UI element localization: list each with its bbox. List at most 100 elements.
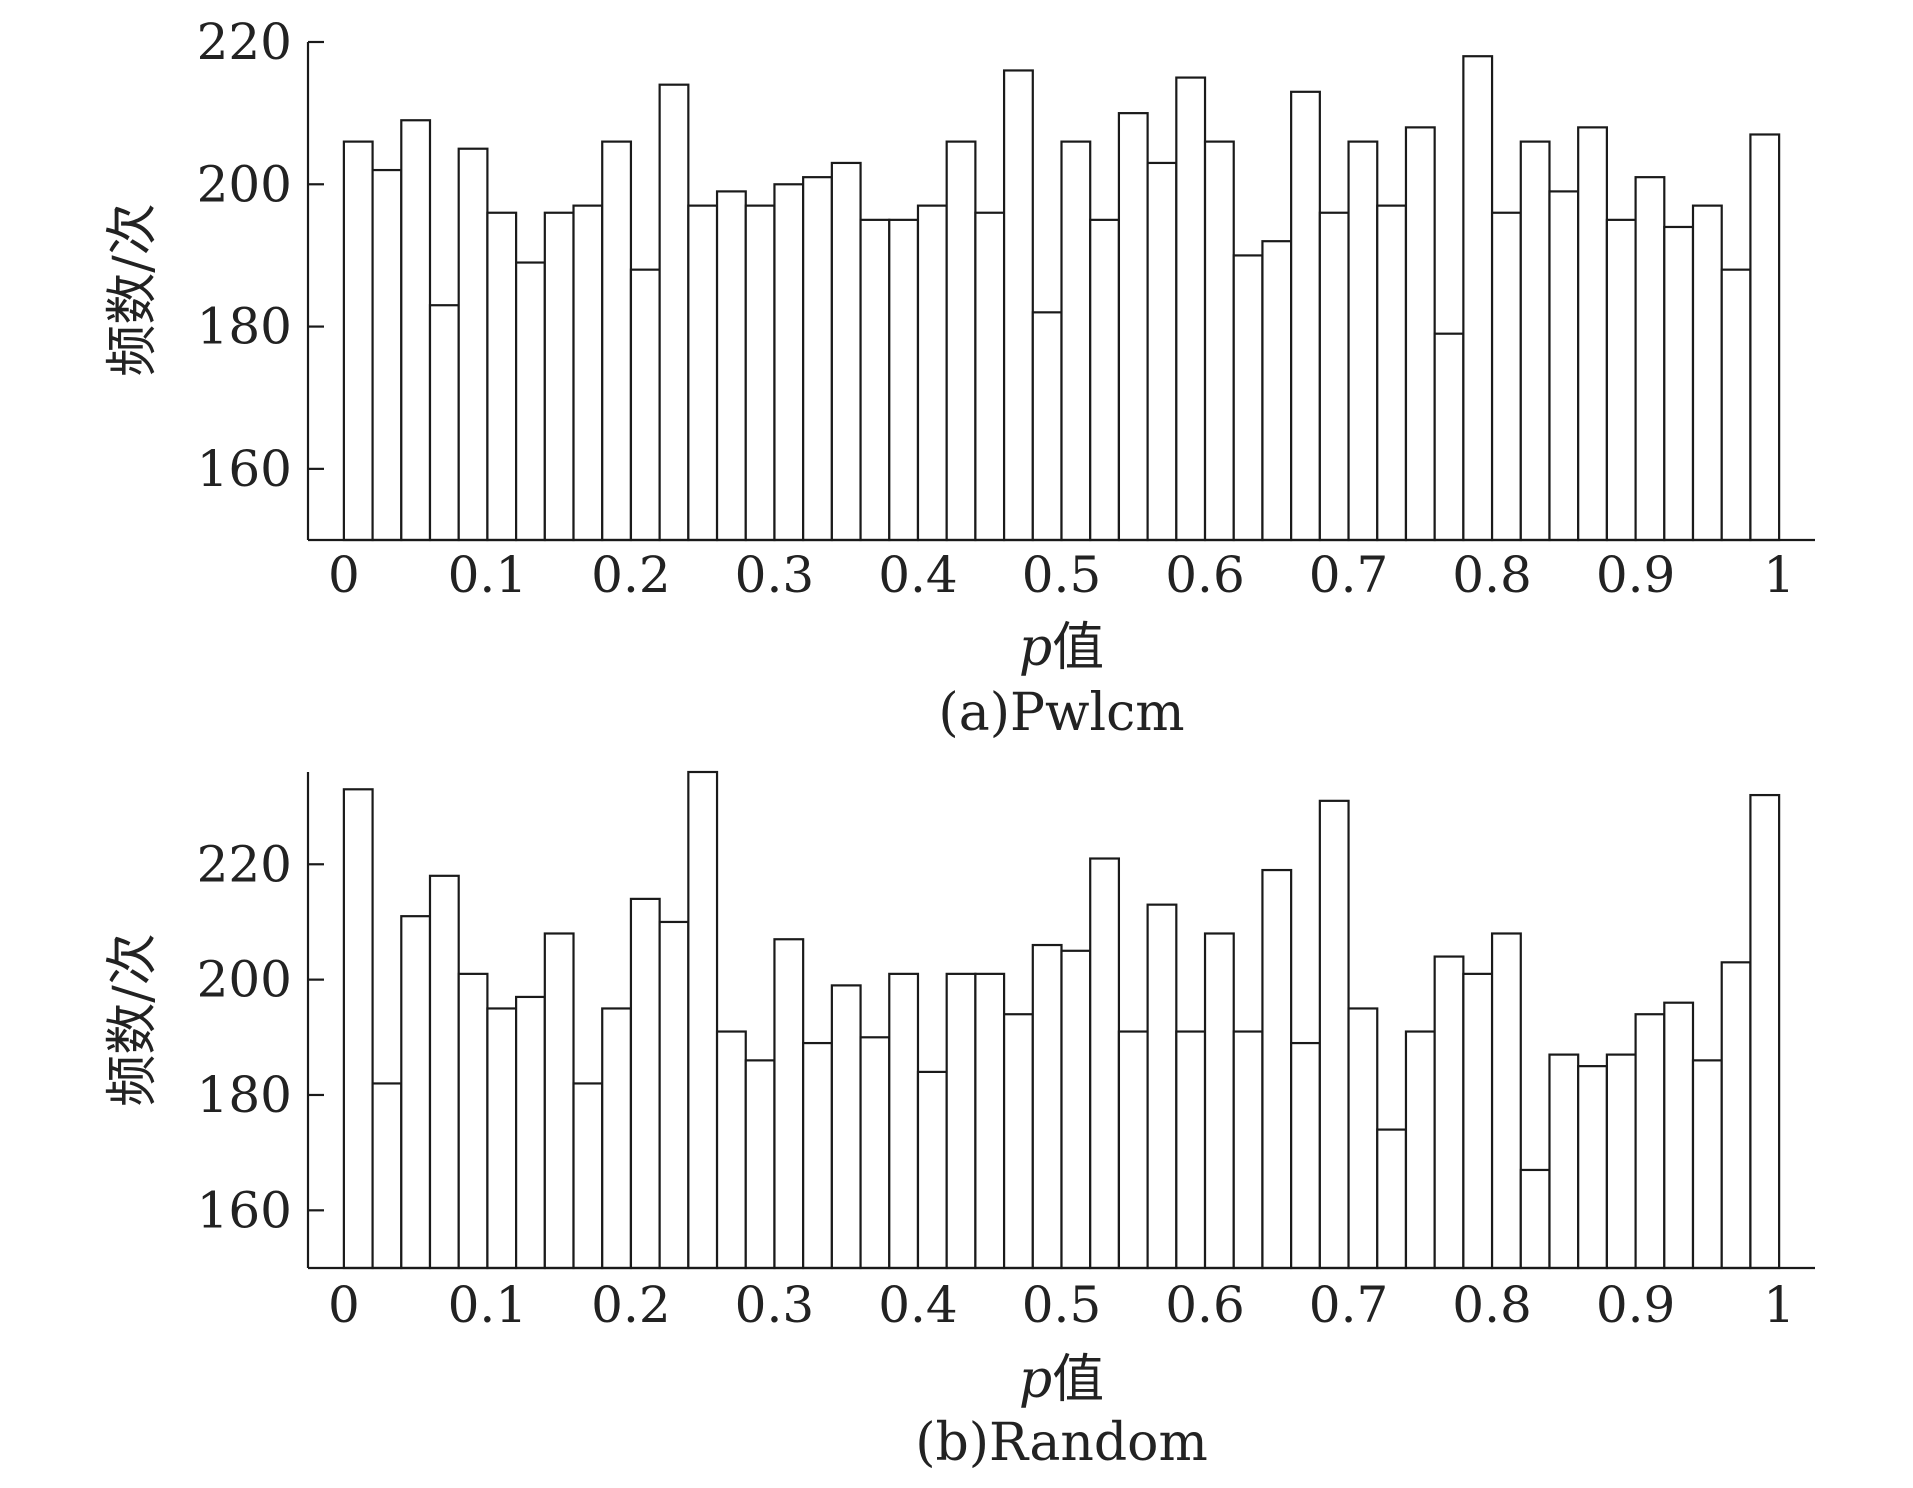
histogram-bar: [802, 176, 833, 542]
histogram-bar: [1720, 268, 1752, 542]
histogram-bar: [515, 995, 546, 1270]
x-tick-label: 0.4: [878, 546, 958, 604]
histogram-bar: [1232, 1030, 1264, 1270]
histogram-bar: [830, 161, 862, 542]
histogram-bar: [1490, 211, 1522, 542]
histogram-bar: [1577, 1065, 1608, 1270]
histogram-bar: [1577, 126, 1608, 542]
histogram-bar: [1031, 311, 1063, 542]
x-tick-label: 0.6: [1165, 1276, 1245, 1334]
histogram-bar: [1290, 1041, 1321, 1270]
histogram-bar: [715, 1030, 747, 1270]
histogram-bar: [1002, 1013, 1034, 1270]
histogram-bar: [371, 168, 403, 542]
x-tick-label: 0.2: [591, 546, 671, 604]
y-tick-label: 200: [197, 951, 292, 1009]
histogram-bar: [687, 204, 719, 542]
histogram-bar: [1462, 972, 1494, 1270]
panel-random: 160 180 200 220 0 0.1 0.2 0.3 0.4 0.5 0.6 0.7 0.8 0.9…: [103, 770, 1815, 1473]
x-tick-label: 0.5: [1022, 546, 1102, 604]
histogram-bar: [1720, 961, 1752, 1270]
y-tick-label: 180: [197, 298, 292, 356]
y-tick-label: 220: [197, 835, 292, 893]
histogram-bar: [629, 897, 661, 1270]
histogram-bar: [859, 1036, 891, 1270]
x-tick-label: 0.7: [1309, 546, 1389, 604]
histogram-bar: [543, 211, 575, 542]
histogram-bar: [1634, 1013, 1666, 1270]
histogram-bar: [974, 972, 1006, 1270]
histogram-bar: [1002, 69, 1034, 542]
histogram-bar: [1175, 76, 1207, 542]
histogram-bar: [802, 1041, 833, 1270]
histogram-bar: [1663, 225, 1695, 542]
x-tick-label: 0: [328, 1276, 360, 1334]
x-tick-label: 0.7: [1309, 1276, 1389, 1334]
x-tick-label: 0.3: [735, 1276, 815, 1334]
histogram-bar: [1089, 857, 1121, 1270]
histogram-bar: [400, 915, 432, 1270]
panel-caption: (b)Random: [915, 1413, 1208, 1473]
x-tick-label: 0.4: [878, 1276, 958, 1334]
histogram-bar: [1117, 112, 1149, 542]
histogram-bar: [1634, 176, 1666, 542]
histogram-bar: [830, 984, 862, 1270]
histogram-bar: [1261, 240, 1293, 542]
histogram-bar: [371, 1082, 403, 1270]
histogram-bar: [428, 304, 460, 542]
histogram-bar: [1548, 190, 1580, 542]
x-axis-title-variable: p: [1019, 618, 1052, 678]
panel-caption: (a)Pwlcm: [938, 683, 1184, 743]
panel-pwlcm: 160 180 200 220 0 0.1 0.2 0.3 0.4 0.5 0.6 0.7 0.8 0.9…: [103, 13, 1815, 743]
histogram-bar: [1146, 903, 1178, 1270]
histogram-bar: [1519, 1168, 1551, 1270]
histogram-bar: [1519, 140, 1551, 542]
histogram-bar: [1318, 211, 1350, 542]
histogram-bar: [715, 190, 747, 542]
histogram-bar: [428, 874, 460, 1270]
histogram-bar: [1060, 949, 1092, 1270]
histogram-bar: [888, 972, 920, 1270]
histogram-bar: [400, 119, 432, 542]
histogram-bar: [601, 140, 633, 542]
histogram-bar: [1089, 218, 1121, 542]
histogram-bar: [342, 788, 374, 1270]
y-tick-label: 180: [197, 1066, 292, 1124]
histogram-bar: [945, 972, 977, 1270]
histogram-bar: [1376, 204, 1408, 542]
histogram-bar: [945, 140, 977, 542]
histogram-bar: [1749, 793, 1781, 1270]
x-axis-title: p值: [1019, 1350, 1104, 1410]
histogram-bar: [1290, 90, 1321, 542]
x-tick-label: 0.1: [448, 1276, 528, 1334]
x-tick-label: 0.9: [1596, 1276, 1676, 1334]
histogram-bar: [1232, 254, 1264, 542]
y-tick-label: 200: [197, 155, 292, 213]
x-axis-title: p值: [1019, 618, 1104, 678]
histogram-bar: [601, 1007, 633, 1270]
x-tick-label: 0.8: [1452, 1276, 1532, 1334]
histogram-bar: [486, 1007, 518, 1270]
histogram-bar: [773, 183, 805, 542]
histogram-bar: [1261, 868, 1293, 1270]
histogram-bar: [1318, 799, 1350, 1270]
x-axis-title-text: 值: [1052, 618, 1104, 678]
y-axis-title: 频数/次: [103, 933, 163, 1107]
histogram-bar: [1605, 218, 1637, 542]
histogram-bar: [457, 972, 489, 1270]
histogram-bar: [1203, 932, 1235, 1270]
histogram-bar: [1433, 332, 1465, 542]
histogram-bar: [1060, 140, 1092, 542]
x-tick-label: 0.5: [1022, 1276, 1102, 1334]
histogram-bar: [1749, 133, 1781, 542]
histogram-bar: [658, 83, 690, 542]
histogram-bar: [916, 1070, 948, 1270]
histogram-bar: [773, 938, 805, 1270]
histogram-bar: [572, 204, 604, 542]
histogram-bar: [859, 218, 891, 542]
histogram-bar: [1146, 161, 1178, 542]
histogram-bar: [1691, 1059, 1723, 1270]
y-tick-label: 160: [197, 440, 292, 498]
x-axis-title-text: 值: [1052, 1350, 1104, 1410]
